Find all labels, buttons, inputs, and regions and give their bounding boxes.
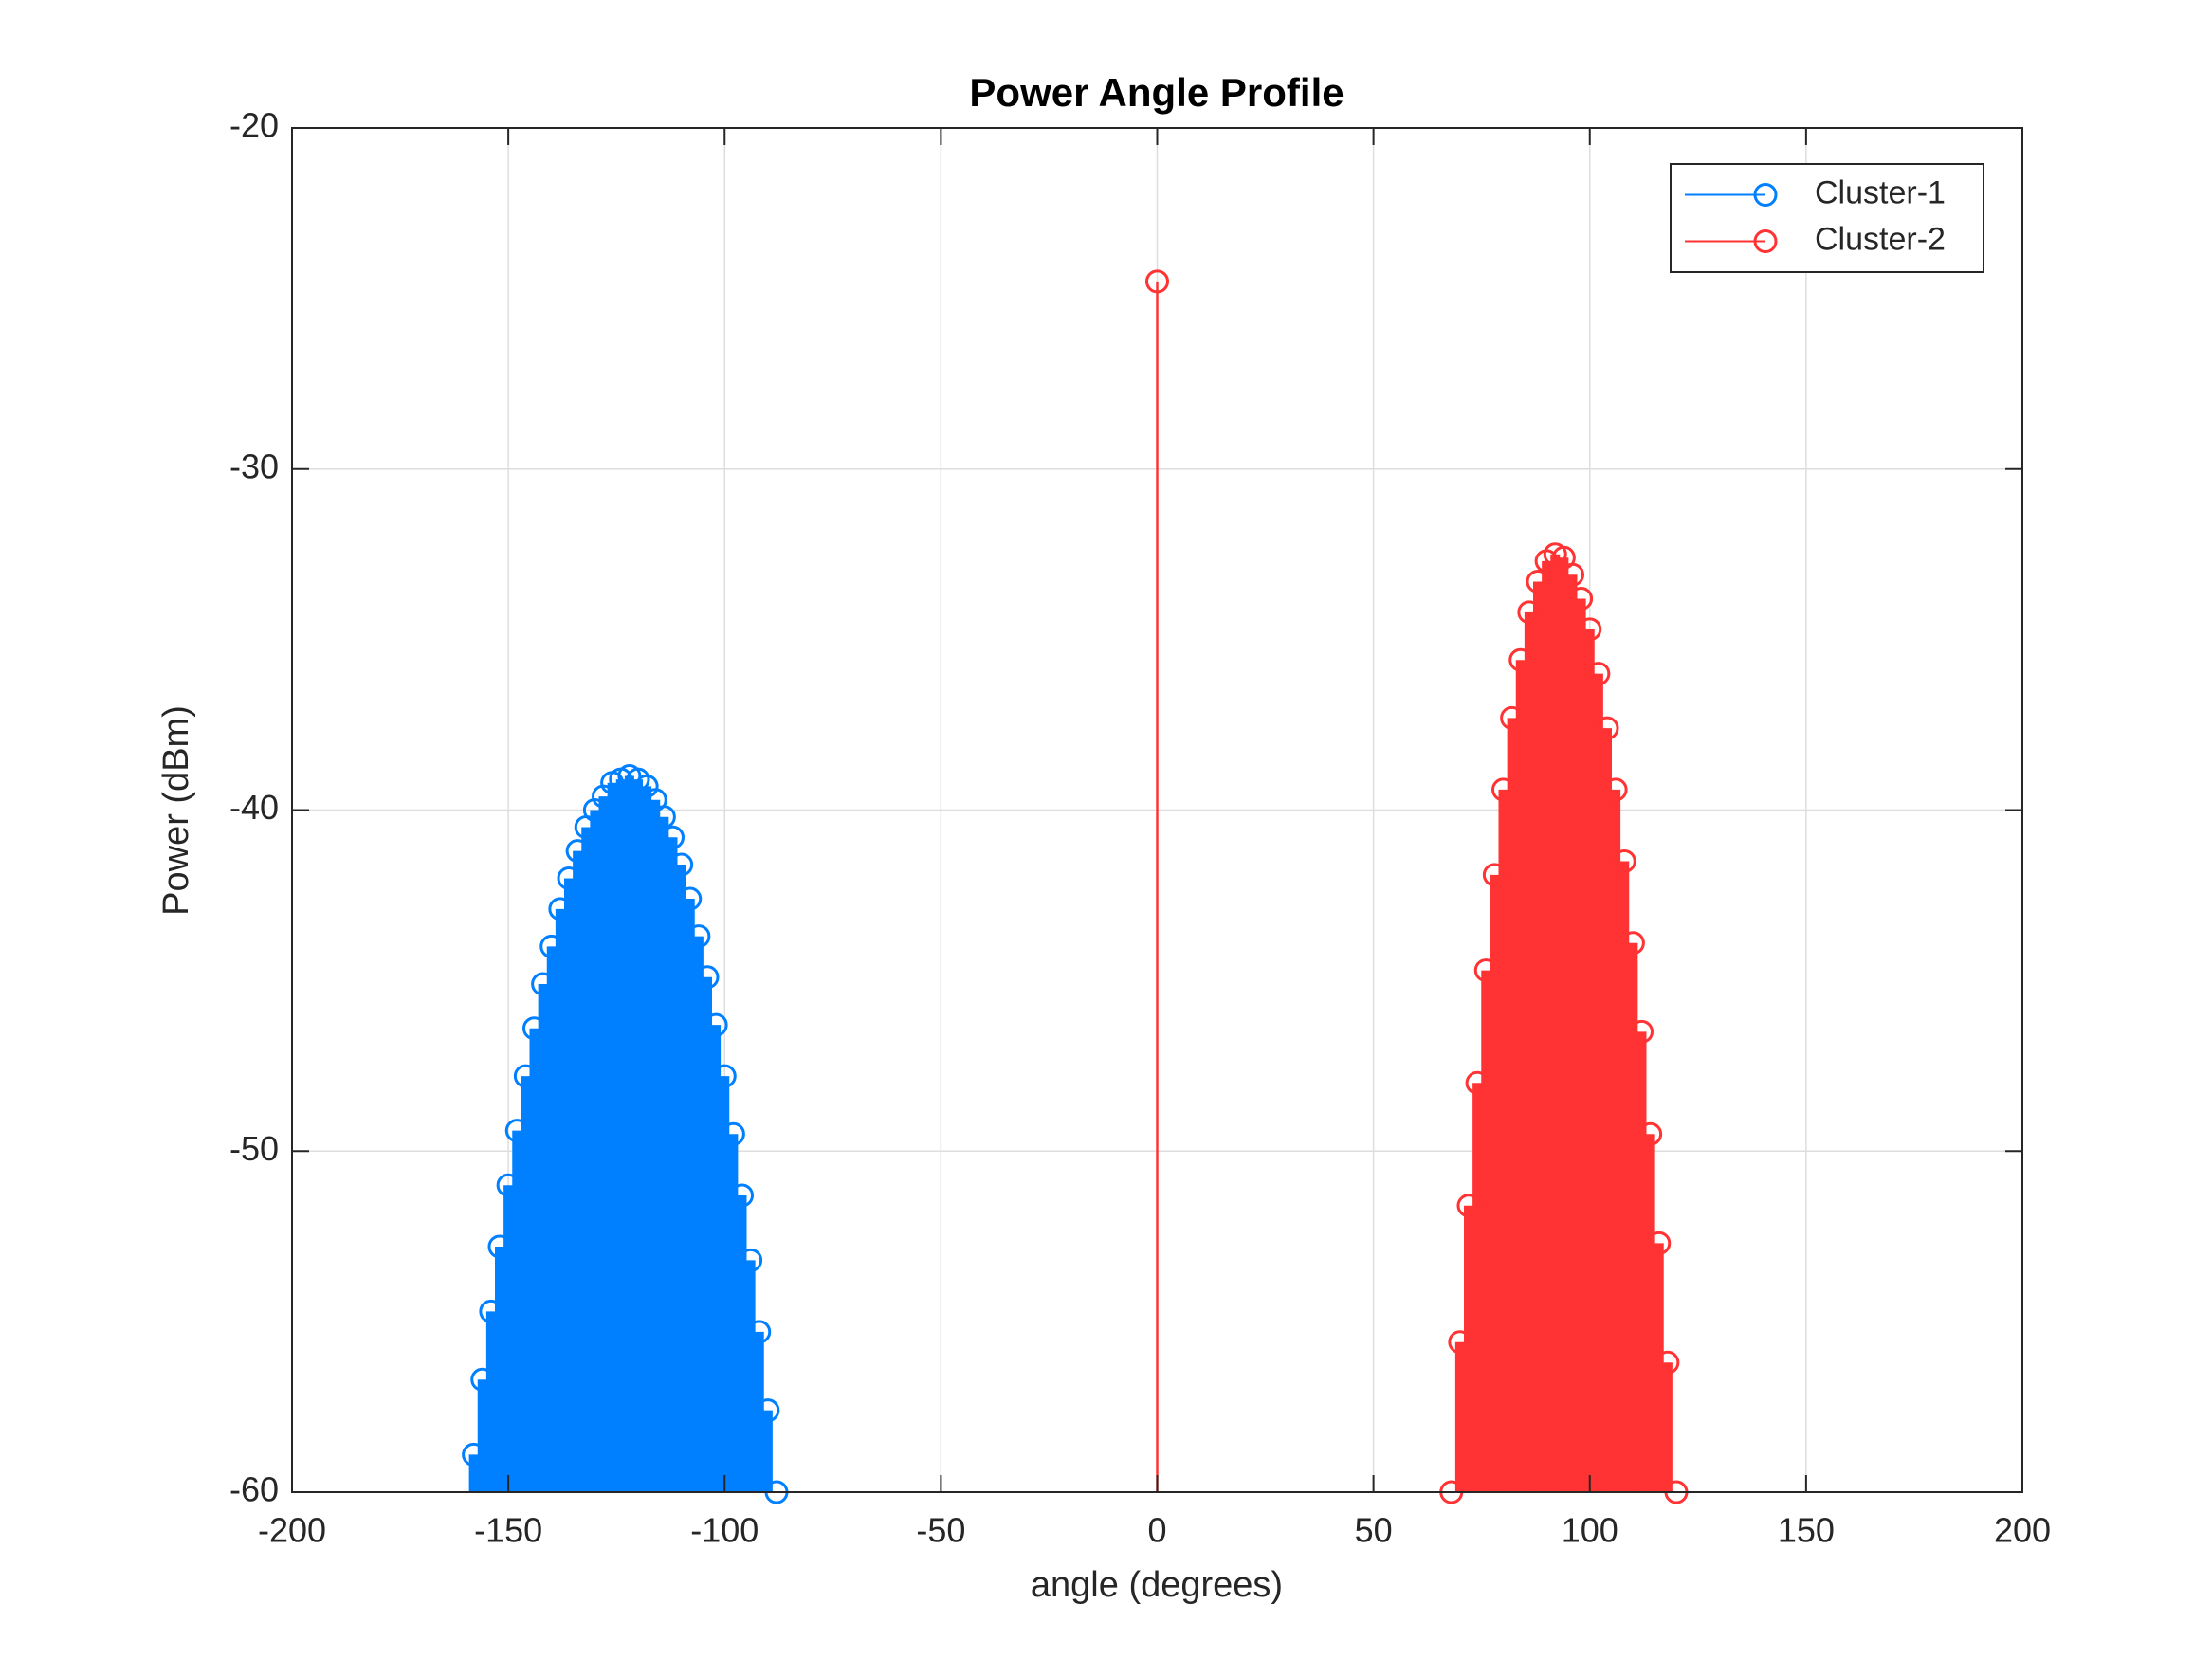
chart-title: Power Angle Profile <box>969 70 1344 115</box>
stem-marker <box>1612 848 1636 873</box>
stem-marker <box>1561 562 1584 587</box>
stem-marker <box>1569 586 1594 611</box>
stem-marker <box>1465 1070 1490 1095</box>
stem-marker <box>1578 617 1602 642</box>
stem-marker <box>487 1234 512 1259</box>
stem-marker <box>1517 600 1542 625</box>
stem-marker <box>1586 662 1611 686</box>
series <box>462 764 789 1504</box>
y-axis-label: Power (dBm) <box>156 705 196 916</box>
stem-marker <box>479 1299 503 1323</box>
stem-marker <box>1647 1231 1672 1255</box>
stem-marker <box>1448 1330 1472 1355</box>
stem-marker <box>557 866 581 890</box>
stem-marker <box>470 1367 495 1392</box>
legend-label: Cluster-2 <box>1815 221 1946 257</box>
y-tick-label: -50 <box>229 1129 279 1168</box>
stem-marker <box>496 1173 521 1197</box>
stem-marker <box>721 1121 745 1146</box>
stem-marker <box>695 965 720 990</box>
x-tick-label: 150 <box>1778 1511 1835 1550</box>
y-tick-label: -40 <box>229 788 279 827</box>
legend: Cluster-1 Cluster-2 <box>1670 163 1984 273</box>
stem-marker <box>1473 958 1498 983</box>
stem-marker <box>747 1320 772 1344</box>
stem-marker <box>712 1064 737 1088</box>
stem-marker <box>548 897 573 921</box>
x-tick-label: 50 <box>1355 1511 1393 1550</box>
x-tick-label: -100 <box>690 1511 759 1550</box>
stem-marker <box>1526 569 1550 593</box>
series <box>1145 269 1689 1504</box>
stem-marker <box>462 1442 486 1467</box>
stem-marker <box>1630 1019 1654 1044</box>
stem-marker <box>669 852 694 877</box>
stem-marker <box>565 839 590 864</box>
stem-marker <box>651 805 676 830</box>
legend-label: Cluster-1 <box>1815 174 1946 210</box>
stem-marker <box>522 1016 546 1041</box>
y-tick-label: -20 <box>229 106 279 145</box>
stem-marker <box>513 1064 538 1088</box>
stem-marker <box>1500 705 1525 730</box>
x-tick-label: -150 <box>474 1511 542 1550</box>
x-tick-label: 100 <box>1562 1511 1618 1550</box>
stem-marker <box>756 1398 780 1423</box>
stem-marker <box>661 825 685 849</box>
x-tick-label: 0 <box>1147 1511 1166 1550</box>
stem-marker <box>1595 716 1619 740</box>
stem-marker <box>1456 1194 1481 1218</box>
stem-marker <box>539 934 564 958</box>
y-tick-label: -60 <box>229 1470 279 1509</box>
stem-marker <box>1655 1350 1680 1375</box>
y-tick-label: -30 <box>229 447 279 485</box>
stem-marker <box>678 886 703 911</box>
x-axis-label: angle (degrees) <box>1031 1565 1283 1605</box>
stem-marker <box>704 1012 728 1037</box>
stem-marker <box>1491 777 1515 802</box>
stem-marker <box>1638 1121 1663 1146</box>
legend-marker <box>1753 183 1778 207</box>
legend-box <box>1670 163 1984 273</box>
stem-marker <box>1603 777 1628 802</box>
stem-marker <box>531 972 556 996</box>
stem-marker <box>686 924 711 949</box>
stem-marker <box>739 1248 763 1272</box>
stem-marker <box>504 1119 529 1143</box>
x-tick-label: 200 <box>1994 1511 2051 1550</box>
stem-marker <box>1145 269 1169 294</box>
stem-marker <box>1508 647 1533 672</box>
stem-marker <box>730 1183 754 1208</box>
stem-marker <box>1620 931 1645 956</box>
x-tick-label: -50 <box>916 1511 965 1550</box>
legend-marker <box>1753 229 1778 253</box>
stem-marker <box>1482 863 1507 887</box>
x-tick-label: -200 <box>258 1511 326 1550</box>
